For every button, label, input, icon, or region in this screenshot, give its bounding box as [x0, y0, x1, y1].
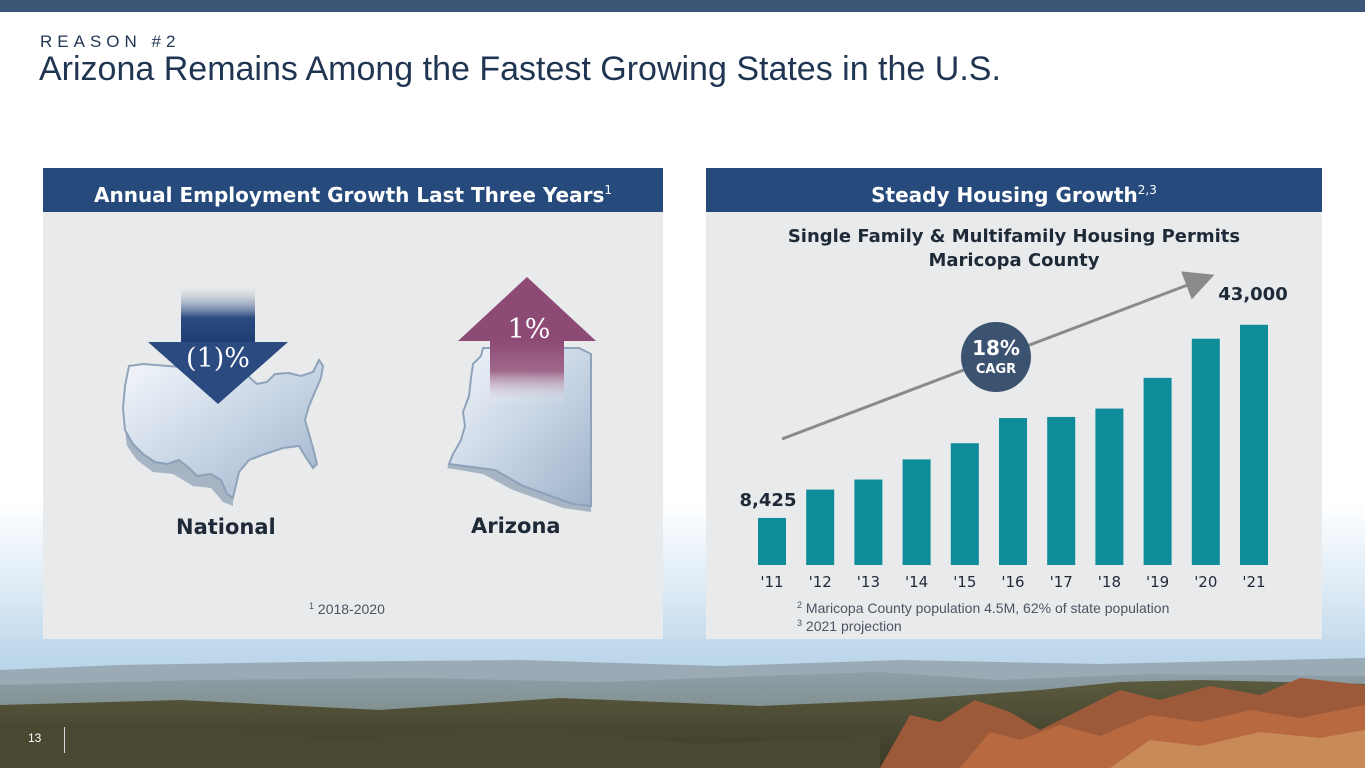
x-tick-label: '15 [953, 573, 976, 591]
chart-title-line1: Single Family & Multifamily Housing Perm… [787, 226, 1241, 247]
bar-3 [902, 459, 931, 565]
x-tick-label: '13 [857, 573, 880, 591]
bar-6 [1047, 416, 1076, 565]
x-tick-label: '12 [809, 573, 832, 591]
down-arrow-icon [148, 286, 288, 404]
last-value-label: 43,000 [1218, 284, 1287, 305]
up-arrow-icon [458, 277, 596, 402]
housing-footnote-2-mark: 2 [797, 600, 803, 610]
page-number-divider [64, 727, 65, 753]
x-tick-label: '19 [1146, 573, 1169, 591]
employment-footnote: 1 2018-2020 [309, 601, 385, 617]
employment-heading-note: 1 [604, 183, 612, 197]
cagr-badge [961, 322, 1031, 392]
x-tick-label: '14 [905, 573, 928, 591]
bar-5 [999, 418, 1027, 565]
arizona-label: Arizona [471, 514, 561, 538]
first-value-label: 8,425 [740, 490, 797, 511]
bar-4 [950, 443, 979, 565]
employment-panel: Annual Employment Growth Last Three Year… [43, 168, 663, 639]
bar-1 [806, 489, 835, 565]
housing-footnote-2-text: Maricopa County population 4.5M, 62% of … [805, 600, 1170, 616]
housing-footnote-2: 2 Maricopa County population 4.5M, 62% o… [797, 600, 1169, 616]
housing-heading-text: Steady Housing Growth [871, 183, 1138, 207]
usa-map-icon [121, 358, 325, 500]
top-bar [0, 0, 1365, 12]
national-label: National [176, 515, 276, 539]
housing-bar-chart: '11 '12 '13 '14 '15 '16 '17 '18 '19 '20 '21 18% CA… [740, 271, 1288, 591]
eyebrow: REASON #2 [40, 32, 181, 51]
chart-bars [758, 324, 1268, 565]
chart-title: Single Family & Multifamily Housing Perm… [706, 225, 1322, 273]
national-value: (1)% [186, 343, 250, 374]
page-title: Arizona Remains Among the Fastest Growin… [39, 50, 1001, 88]
page-number: 13 [28, 731, 42, 745]
housing-footnote-3: 3 2021 projection [797, 618, 902, 634]
employment-heading-text: Annual Employment Growth Last Three Year… [93, 183, 605, 207]
chart-x-ticks: '11 '12 '13 '14 '15 '16 '17 '18 '19 '20 '21 [760, 573, 1265, 591]
arizona-value: 1% [508, 314, 551, 345]
x-tick-label: '20 [1194, 573, 1217, 591]
cagr-label: CAGR [976, 362, 1016, 377]
employment-graphic: (1)% 1% [121, 277, 596, 512]
x-tick-label: '18 [1098, 573, 1121, 591]
x-tick-label: '17 [1050, 573, 1073, 591]
housing-heading-note: 2,3 [1137, 183, 1157, 197]
bar-9 [1191, 338, 1220, 565]
employment-panel-heading: Annual Employment Growth Last Three Year… [43, 168, 663, 212]
employment-footnote-text: 2018-2020 [317, 601, 385, 617]
bar-0 [758, 517, 786, 565]
bar-7 [1095, 408, 1124, 565]
employment-footnote-mark: 1 [309, 601, 315, 611]
housing-footnote-3-text: 2021 projection [805, 618, 902, 634]
x-tick-label: '16 [1001, 573, 1024, 591]
bar-10 [1240, 324, 1268, 565]
bar-8 [1143, 377, 1172, 565]
bar-2 [854, 479, 883, 565]
x-tick-label: '21 [1242, 573, 1265, 591]
cagr-value: 18% [972, 336, 1020, 360]
housing-panel-heading: Steady Housing Growth2,3 [706, 168, 1322, 212]
chart-title-line2: Maricopa County [928, 250, 1100, 271]
x-tick-label: '11 [760, 573, 783, 591]
housing-footnote-3-mark: 3 [797, 618, 803, 628]
housing-panel: Steady Housing Growth2,3 Single Family &… [706, 168, 1322, 639]
